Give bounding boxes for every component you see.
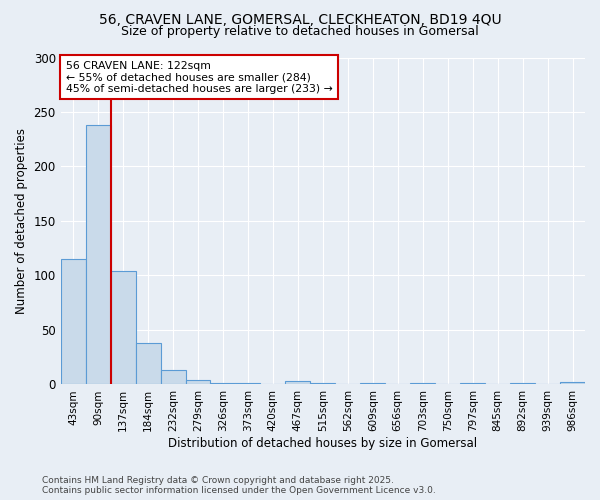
Text: 56, CRAVEN LANE, GOMERSAL, CLECKHEATON, BD19 4QU: 56, CRAVEN LANE, GOMERSAL, CLECKHEATON, … [98, 12, 502, 26]
Bar [136, 343, 161, 384]
Bar [286, 381, 310, 384]
Bar [161, 370, 185, 384]
Text: Contains HM Land Registry data © Crown copyright and database right 2025.: Contains HM Land Registry data © Crown c… [42, 476, 394, 485]
Text: Contains public sector information licensed under the Open Government Licence v3: Contains public sector information licen… [42, 486, 436, 495]
X-axis label: Distribution of detached houses by size in Gomersal: Distribution of detached houses by size … [168, 437, 478, 450]
Text: 56 CRAVEN LANE: 122sqm
← 55% of detached houses are smaller (284)
45% of semi-de: 56 CRAVEN LANE: 122sqm ← 55% of detached… [66, 61, 332, 94]
Text: Size of property relative to detached houses in Gomersal: Size of property relative to detached ho… [121, 25, 479, 38]
Y-axis label: Number of detached properties: Number of detached properties [15, 128, 28, 314]
Bar [185, 380, 211, 384]
Bar [560, 382, 585, 384]
Bar [110, 271, 136, 384]
Bar [61, 259, 86, 384]
Bar [86, 125, 110, 384]
